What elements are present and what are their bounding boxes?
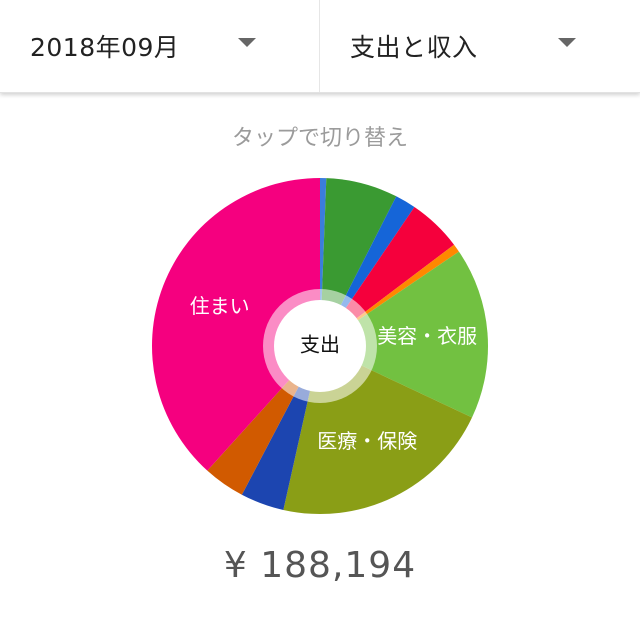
pie-slice-9[interactable]	[152, 178, 320, 471]
type-select-value: 支出と収入	[350, 33, 478, 62]
slice-label: 住まい	[190, 294, 250, 318]
dropdown-arrow-icon	[238, 38, 256, 47]
dropdown-arrow-icon	[558, 38, 576, 47]
total-amount: ¥ 188,194	[223, 545, 417, 586]
type-select[interactable]: 支出と収入	[320, 0, 640, 92]
slice-label: 美容・衣服	[377, 324, 477, 348]
top-bar: 2018年09月 支出と収入	[0, 0, 640, 93]
center-hole[interactable]	[274, 300, 366, 392]
slice-label: 医療・保険	[317, 429, 417, 453]
pie-slice-5[interactable]	[320, 251, 488, 418]
center-label: 支出	[300, 333, 340, 357]
month-select-value: 2018年09月	[30, 33, 180, 62]
month-select[interactable]: 2018年09月	[0, 0, 320, 92]
tap-to-switch-hint: タップで切り替え	[231, 126, 408, 151]
